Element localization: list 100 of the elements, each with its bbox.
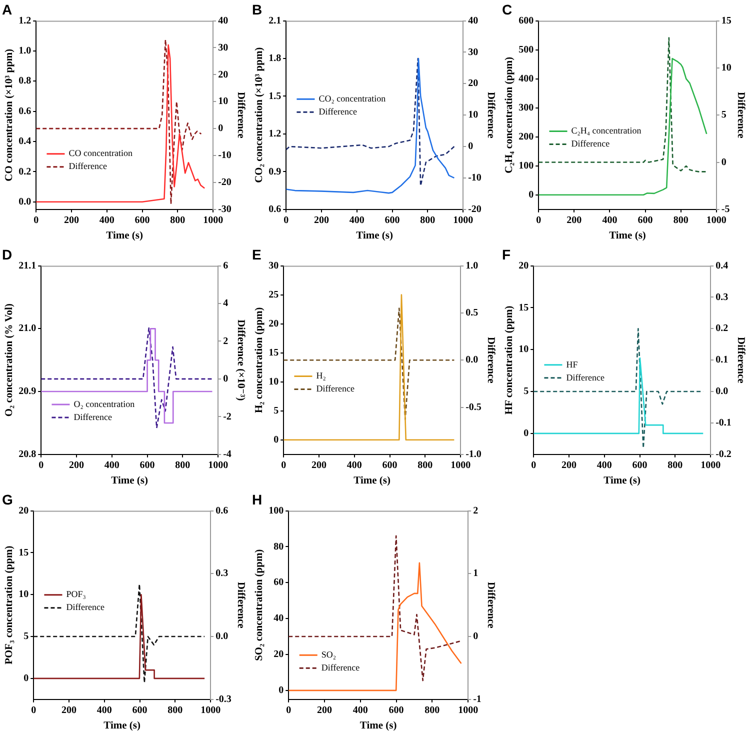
x-tick-label: 400 <box>352 704 368 716</box>
chart-title: B <box>252 1 262 18</box>
legend-label: Difference <box>318 106 358 117</box>
x-tick-label: 600 <box>132 704 148 716</box>
y-tick-label: 200 <box>518 131 534 142</box>
y2-tick-label: -10 <box>218 150 232 162</box>
x-tick-label: 0 <box>38 460 44 471</box>
y2-tick-label: -2 <box>223 411 232 422</box>
y-tick-label: 10 <box>268 376 279 388</box>
y-tick-label: 0.8 <box>18 76 32 87</box>
x-tick-label: 1000 <box>453 214 474 226</box>
y-tick-label: 15 <box>268 347 279 358</box>
y-tick-label: 15 <box>518 302 529 314</box>
x-tick-label: 800 <box>668 460 683 471</box>
legend-label: Difference <box>316 384 355 394</box>
y-tick-label: 0.2 <box>18 166 32 178</box>
y2-axis-title: Difference <box>234 92 246 139</box>
y2-axis-title: Difference <box>734 92 746 139</box>
x-tick-label: 600 <box>388 704 404 716</box>
y-axis-title: HF concentration (ppm) <box>504 305 516 414</box>
y2-tick-label: -0.1 <box>716 418 732 429</box>
x-tick-label: 1000 <box>458 704 478 716</box>
y-tick-label: 20.8 <box>18 448 36 460</box>
y-tick-label: 20 <box>268 318 279 330</box>
x-tick-label: 800 <box>420 214 436 226</box>
chart-title: F <box>502 246 511 262</box>
y-tick-label: 2.1 <box>268 15 282 26</box>
y2-tick-label: -20 <box>468 204 482 215</box>
y-tick-label: 1.8 <box>268 53 282 64</box>
x-tick-label: 200 <box>566 214 582 226</box>
y-tick-label: 1.2 <box>18 15 32 26</box>
x-tick-label: 600 <box>632 460 648 471</box>
y-tick-label: 20.9 <box>18 386 36 398</box>
x-tick-label: 1000 <box>450 460 471 471</box>
x-tick-label: 600 <box>140 460 155 471</box>
x-tick-label: 200 <box>561 460 576 471</box>
x-tick-label: 200 <box>316 704 332 716</box>
x-tick-label: 1000 <box>706 214 726 226</box>
y2-tick-label: 10 <box>218 96 228 108</box>
y-tick-label: 400 <box>518 73 534 84</box>
y-tick-label: 10 <box>518 344 529 356</box>
y2-tick-label: 0.5 <box>466 308 478 319</box>
x-axis-title: Time (s) <box>111 475 149 486</box>
y-tick-label: 60 <box>274 577 284 588</box>
y2-tick-label: 0.0 <box>216 631 228 642</box>
y-axis-title: CO₂ concentration (×10³ ppm) <box>254 46 266 183</box>
y-tick-label: 500 <box>518 44 534 56</box>
y2-tick-label: -1.0 <box>466 448 482 460</box>
y2-axis-title: Difference <box>234 582 246 629</box>
y-tick-label: 1.5 <box>268 90 282 102</box>
y2-tick-label: -10 <box>468 172 482 184</box>
x-axis-title: Time (s) <box>106 230 144 242</box>
x-tick-label: 800 <box>168 704 183 716</box>
x-axis-title: Time (s) <box>356 230 394 242</box>
y-tick-label: 300 <box>518 102 534 114</box>
x-tick-label: 1000 <box>200 704 221 716</box>
y-axis-title: H₂ concentration (ppm) <box>254 306 266 414</box>
y2-tick-label: -1 <box>473 694 482 705</box>
y2-tick-label: 10 <box>721 62 732 74</box>
x-tick-label: 400 <box>96 704 112 716</box>
legend-label: CO₂ concentration <box>318 94 386 104</box>
x-tick-label: 800 <box>673 214 688 226</box>
y2-tick-label: -20 <box>218 177 232 188</box>
y-tick-label: 0 <box>24 673 29 684</box>
y2-axis-title: Difference (×10⁻³) <box>234 319 246 402</box>
y-tick-label: 20 <box>274 649 284 660</box>
y2-tick-label: -30 <box>218 204 232 215</box>
y2-tick-label: 0.0 <box>466 354 478 366</box>
y2-tick-label: 6 <box>223 260 228 272</box>
x-tick-label: 200 <box>61 704 76 716</box>
y2-tick-label: 0 <box>218 123 224 134</box>
x-axis-title: Time (s) <box>104 720 142 732</box>
y2-tick-label: 0.4 <box>716 260 728 272</box>
y-tick-label: 21.1 <box>18 260 36 272</box>
y2-tick-label: 0.0 <box>716 386 728 398</box>
y-tick-label: 0 <box>278 684 284 696</box>
chart-title: A <box>2 1 12 18</box>
y2-tick-label: -4 <box>223 448 232 460</box>
y2-tick-label: 1 <box>473 568 478 580</box>
y-tick-label: 40 <box>274 613 284 624</box>
line-series <box>538 37 706 172</box>
y-tick-label: 21.0 <box>18 323 36 334</box>
x-tick-label: 800 <box>424 704 440 716</box>
y-tick-label: 5 <box>524 386 529 398</box>
x-tick-label: 1000 <box>208 460 228 471</box>
x-tick-label: 200 <box>314 214 329 226</box>
y2-tick-label: 10 <box>468 110 478 121</box>
y-tick-label: 100 <box>518 160 534 172</box>
chart-title: E <box>252 246 262 262</box>
x-axis-title: Time (s) <box>354 475 392 486</box>
y2-tick-label: 30 <box>468 46 478 58</box>
y2-tick-label: 0 <box>223 374 228 385</box>
y-tick-label: 30 <box>268 260 279 272</box>
y-tick-label: 100 <box>268 505 284 516</box>
x-tick-label: 0 <box>286 704 292 716</box>
y2-tick-label: 0.6 <box>216 505 228 516</box>
x-tick-label: 400 <box>99 214 114 226</box>
y-axis-title: C₂H₄ concentration (ppm) <box>504 56 516 174</box>
y2-tick-label: 0 <box>468 141 474 152</box>
legend-label: Difference <box>74 412 112 422</box>
